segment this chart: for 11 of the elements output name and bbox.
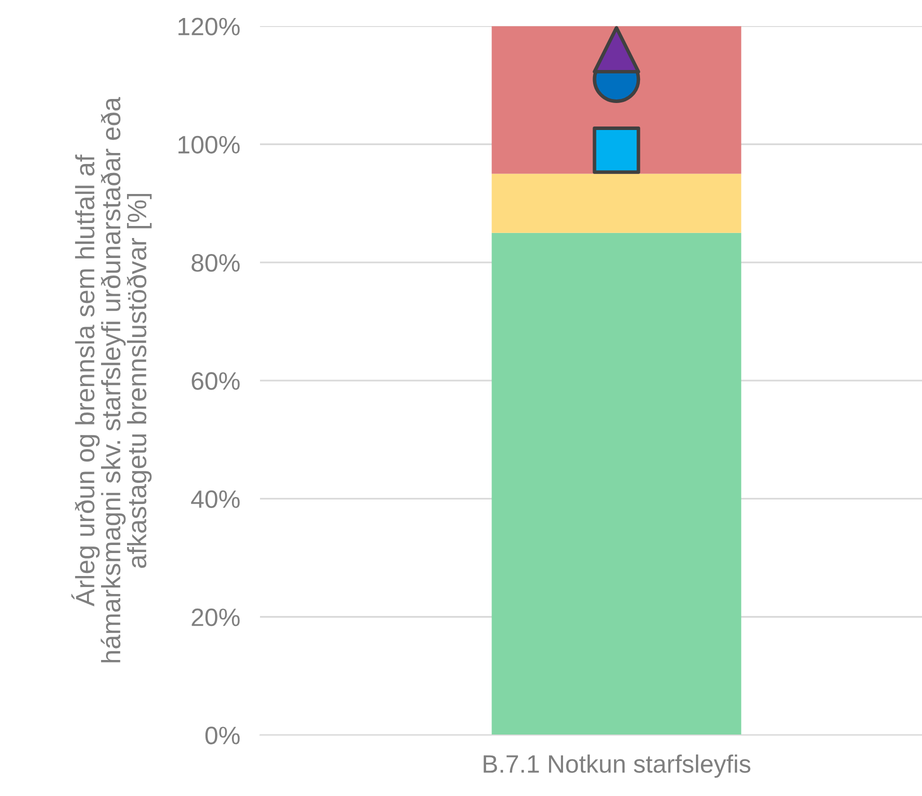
bar xyxy=(492,232,742,736)
y-tick-label: 120% xyxy=(178,18,240,36)
bar xyxy=(492,174,742,233)
y-tick-label: 20% xyxy=(192,608,240,626)
y-tick-label: 80% xyxy=(192,254,240,272)
y-tick-label: 100% xyxy=(178,136,240,154)
y-axis-title: Árleg urðun og brennsla sem hlutfall af hámarksmagni skv. starfsleyfi urðunarstaðar eða afkastagetu brennslustöðvar [%] xyxy=(71,96,152,662)
y-tick-label: 60% xyxy=(192,372,240,390)
y-tick-label: 0% xyxy=(205,726,240,744)
x-tick-label: B.7.1 Notkun starfsleyfis xyxy=(484,754,750,778)
y-tick-label: 40% xyxy=(191,490,240,508)
